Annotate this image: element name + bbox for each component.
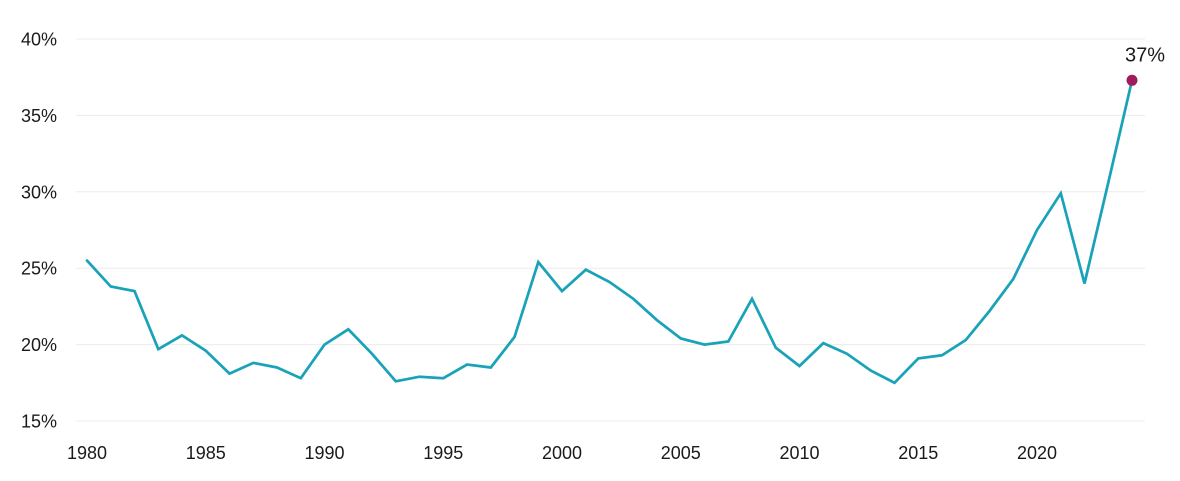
y-tick-label: 40% [21, 30, 57, 50]
data-line [85, 78, 1134, 385]
y-tick-label: 30% [21, 182, 57, 202]
x-tick-label: 2010 [779, 443, 819, 463]
y-tick-label: 20% [21, 335, 57, 355]
x-tick-label: 2005 [661, 443, 701, 463]
y-axis-labels: 15% 20% 25% 30% 35% 40% [21, 30, 57, 432]
x-tick-label: 1980 [67, 443, 107, 463]
x-tick-label: 1995 [423, 443, 463, 463]
gridlines [76, 38, 1145, 422]
latest-value-label: 37% [1125, 44, 1165, 66]
x-tick-label: 1985 [186, 443, 226, 463]
y-tick-label: 35% [21, 106, 57, 126]
x-tick-label: 1990 [304, 443, 344, 463]
x-tick-label: 2020 [1017, 443, 1057, 463]
y-tick-label: 15% [21, 412, 57, 432]
x-tick-label: 2015 [898, 443, 938, 463]
x-tick-label: 2000 [542, 443, 582, 463]
latest-point-marker [1126, 74, 1138, 86]
y-tick-label: 25% [21, 259, 57, 279]
x-axis-labels: 1980 1985 1990 1995 2000 2005 2010 2015 2020 [67, 443, 1057, 463]
